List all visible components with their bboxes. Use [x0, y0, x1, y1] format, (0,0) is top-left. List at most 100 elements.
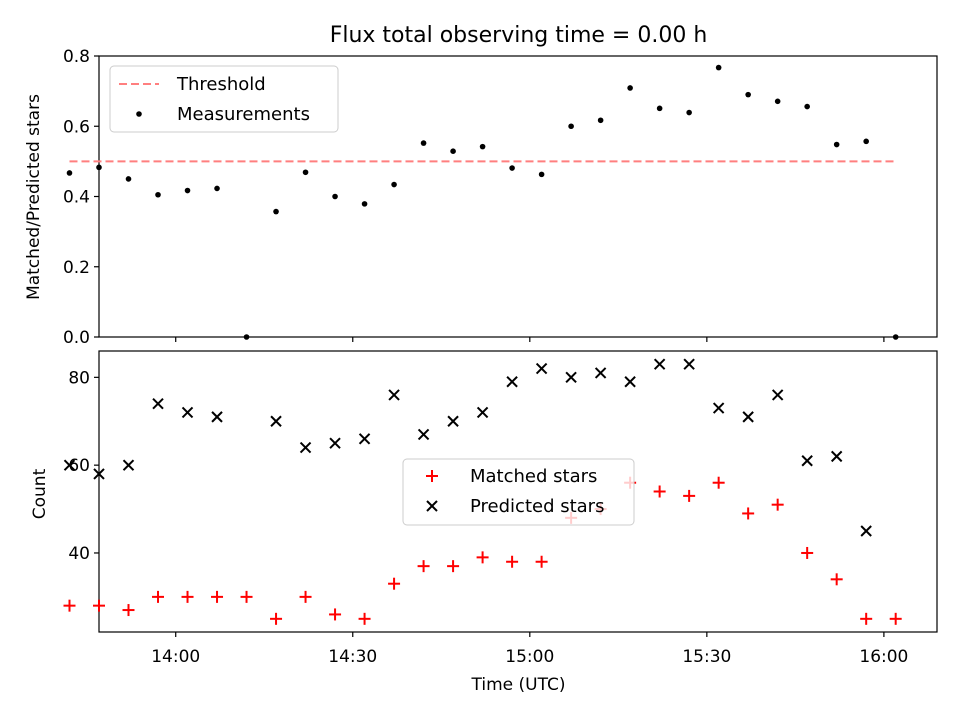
predicted-marker-stroke-b [712, 402, 725, 414]
matched-star-point [771, 498, 784, 511]
predicted-marker-stroke-b [476, 406, 489, 419]
measurement-point [125, 176, 132, 182]
predicted-marker-stroke-b [801, 455, 813, 467]
measurement-point [745, 91, 751, 98]
predicted-star-point [122, 459, 135, 471]
matched-star-point [742, 507, 755, 520]
predicted-star-point [594, 367, 607, 379]
matched-star-point [152, 590, 165, 603]
threshold-legend-label: Threshold [176, 74, 266, 95]
measurement-point [420, 140, 427, 146]
ratio-panel: Matched/Predicted stars 0.00.20.40.60.8 … [24, 47, 938, 348]
measurement-point [273, 208, 279, 215]
matched-star-point [653, 485, 666, 498]
count-x-tick-label: 16:00 [859, 647, 908, 667]
ratio-y-tick-label: 0.2 [63, 258, 90, 278]
measurement-point [686, 109, 692, 116]
matched-star-point [181, 590, 194, 603]
predicted-star-point [535, 362, 548, 375]
predicted-star-point [712, 402, 725, 414]
measurement-point [833, 141, 840, 148]
ratio-y-tick-label: 0.4 [63, 188, 90, 208]
predicted-marker-stroke-b [63, 459, 76, 471]
measurement-point [361, 201, 368, 207]
measurement-point [214, 185, 220, 192]
matched-star-point [417, 560, 430, 573]
measurement-point [804, 103, 810, 110]
matched-star-point [388, 577, 401, 590]
ratio-y-axis-label: Matched/Predicted stars [24, 94, 44, 300]
measurements-legend-marker [136, 111, 142, 117]
measurement-point [863, 138, 869, 145]
predicted-star-point [329, 437, 341, 449]
predicted-marker-stroke-b [417, 428, 430, 441]
matched-star-point [270, 612, 283, 625]
measurement-point [774, 98, 781, 105]
count-legend: Matched stars Predicted stars [402, 458, 635, 526]
matched-star-point [211, 590, 224, 603]
predicted-star-point [63, 459, 76, 471]
count-y-tick-label: 80 [68, 368, 90, 388]
predicted-legend-label: Predicted stars [470, 496, 604, 517]
predicted-marker-stroke-b [860, 525, 872, 537]
predicted-marker-stroke-b [506, 376, 518, 388]
ratio-y-tick-label: 0.8 [63, 47, 90, 67]
ratio-legend: Threshold Measurements [109, 65, 339, 133]
count-y-axis-label: Count [30, 468, 50, 519]
measurement-point [479, 143, 486, 150]
matched-star-point [889, 612, 902, 625]
count-x-tick-label: 15:30 [682, 647, 731, 667]
matched-star-point [122, 604, 135, 617]
predicted-marker-stroke-b [683, 358, 695, 370]
predicted-star-point [181, 406, 194, 419]
predicted-star-point [683, 358, 695, 370]
measurement-point [538, 171, 545, 178]
matched-star-point [830, 573, 843, 586]
predicted-marker-stroke-b [624, 376, 636, 388]
matched-star-point [801, 546, 814, 559]
predicted-marker-stroke-b [771, 389, 784, 401]
matched-star-point [299, 590, 312, 603]
predicted-star-point [417, 428, 430, 441]
predicted-star-point [624, 376, 636, 388]
count-x-tick-label: 15:00 [505, 647, 554, 667]
predicted-marker-stroke-b [565, 371, 577, 384]
predicted-star-point [476, 406, 489, 419]
measurement-point [450, 148, 456, 154]
predicted-star-point [152, 397, 164, 410]
count-legend-box [402, 458, 635, 526]
measurement-point [597, 117, 604, 124]
predicted-star-point [447, 415, 459, 427]
predicted-marker-stroke-b [535, 362, 548, 375]
predicted-star-point [771, 389, 784, 401]
measurement-point [892, 334, 899, 340]
matched-star-point [93, 599, 105, 612]
matched-star-point [535, 555, 548, 568]
measurement-point [66, 170, 73, 176]
predicted-marker-stroke-b [270, 415, 282, 427]
measurement-point [243, 334, 250, 340]
predicted-star-point [270, 415, 282, 427]
matched-star-point [506, 555, 519, 568]
measurement-point [391, 181, 397, 188]
predicted-marker-stroke-b [447, 415, 459, 427]
matched-star-point [63, 599, 76, 612]
measurement-point [656, 105, 663, 112]
measurement-point [568, 123, 574, 130]
ratio-legend-box [109, 65, 339, 133]
predicted-star-point [565, 371, 577, 384]
predicted-marker-stroke-b [299, 441, 312, 454]
predicted-marker-stroke-b [830, 450, 843, 463]
matched-star-point [240, 590, 253, 603]
ratio-y-tick-label: 0.6 [63, 117, 90, 137]
predicted-star-point [830, 450, 843, 463]
predicted-marker-stroke-b [329, 437, 341, 449]
predicted-marker-stroke-b [388, 389, 400, 401]
matched-star-point [860, 612, 873, 625]
predicted-marker-stroke-b [211, 411, 223, 423]
matched-legend-marker [426, 470, 438, 482]
measurement-point [96, 164, 102, 171]
predicted-legend-marker [426, 500, 438, 512]
